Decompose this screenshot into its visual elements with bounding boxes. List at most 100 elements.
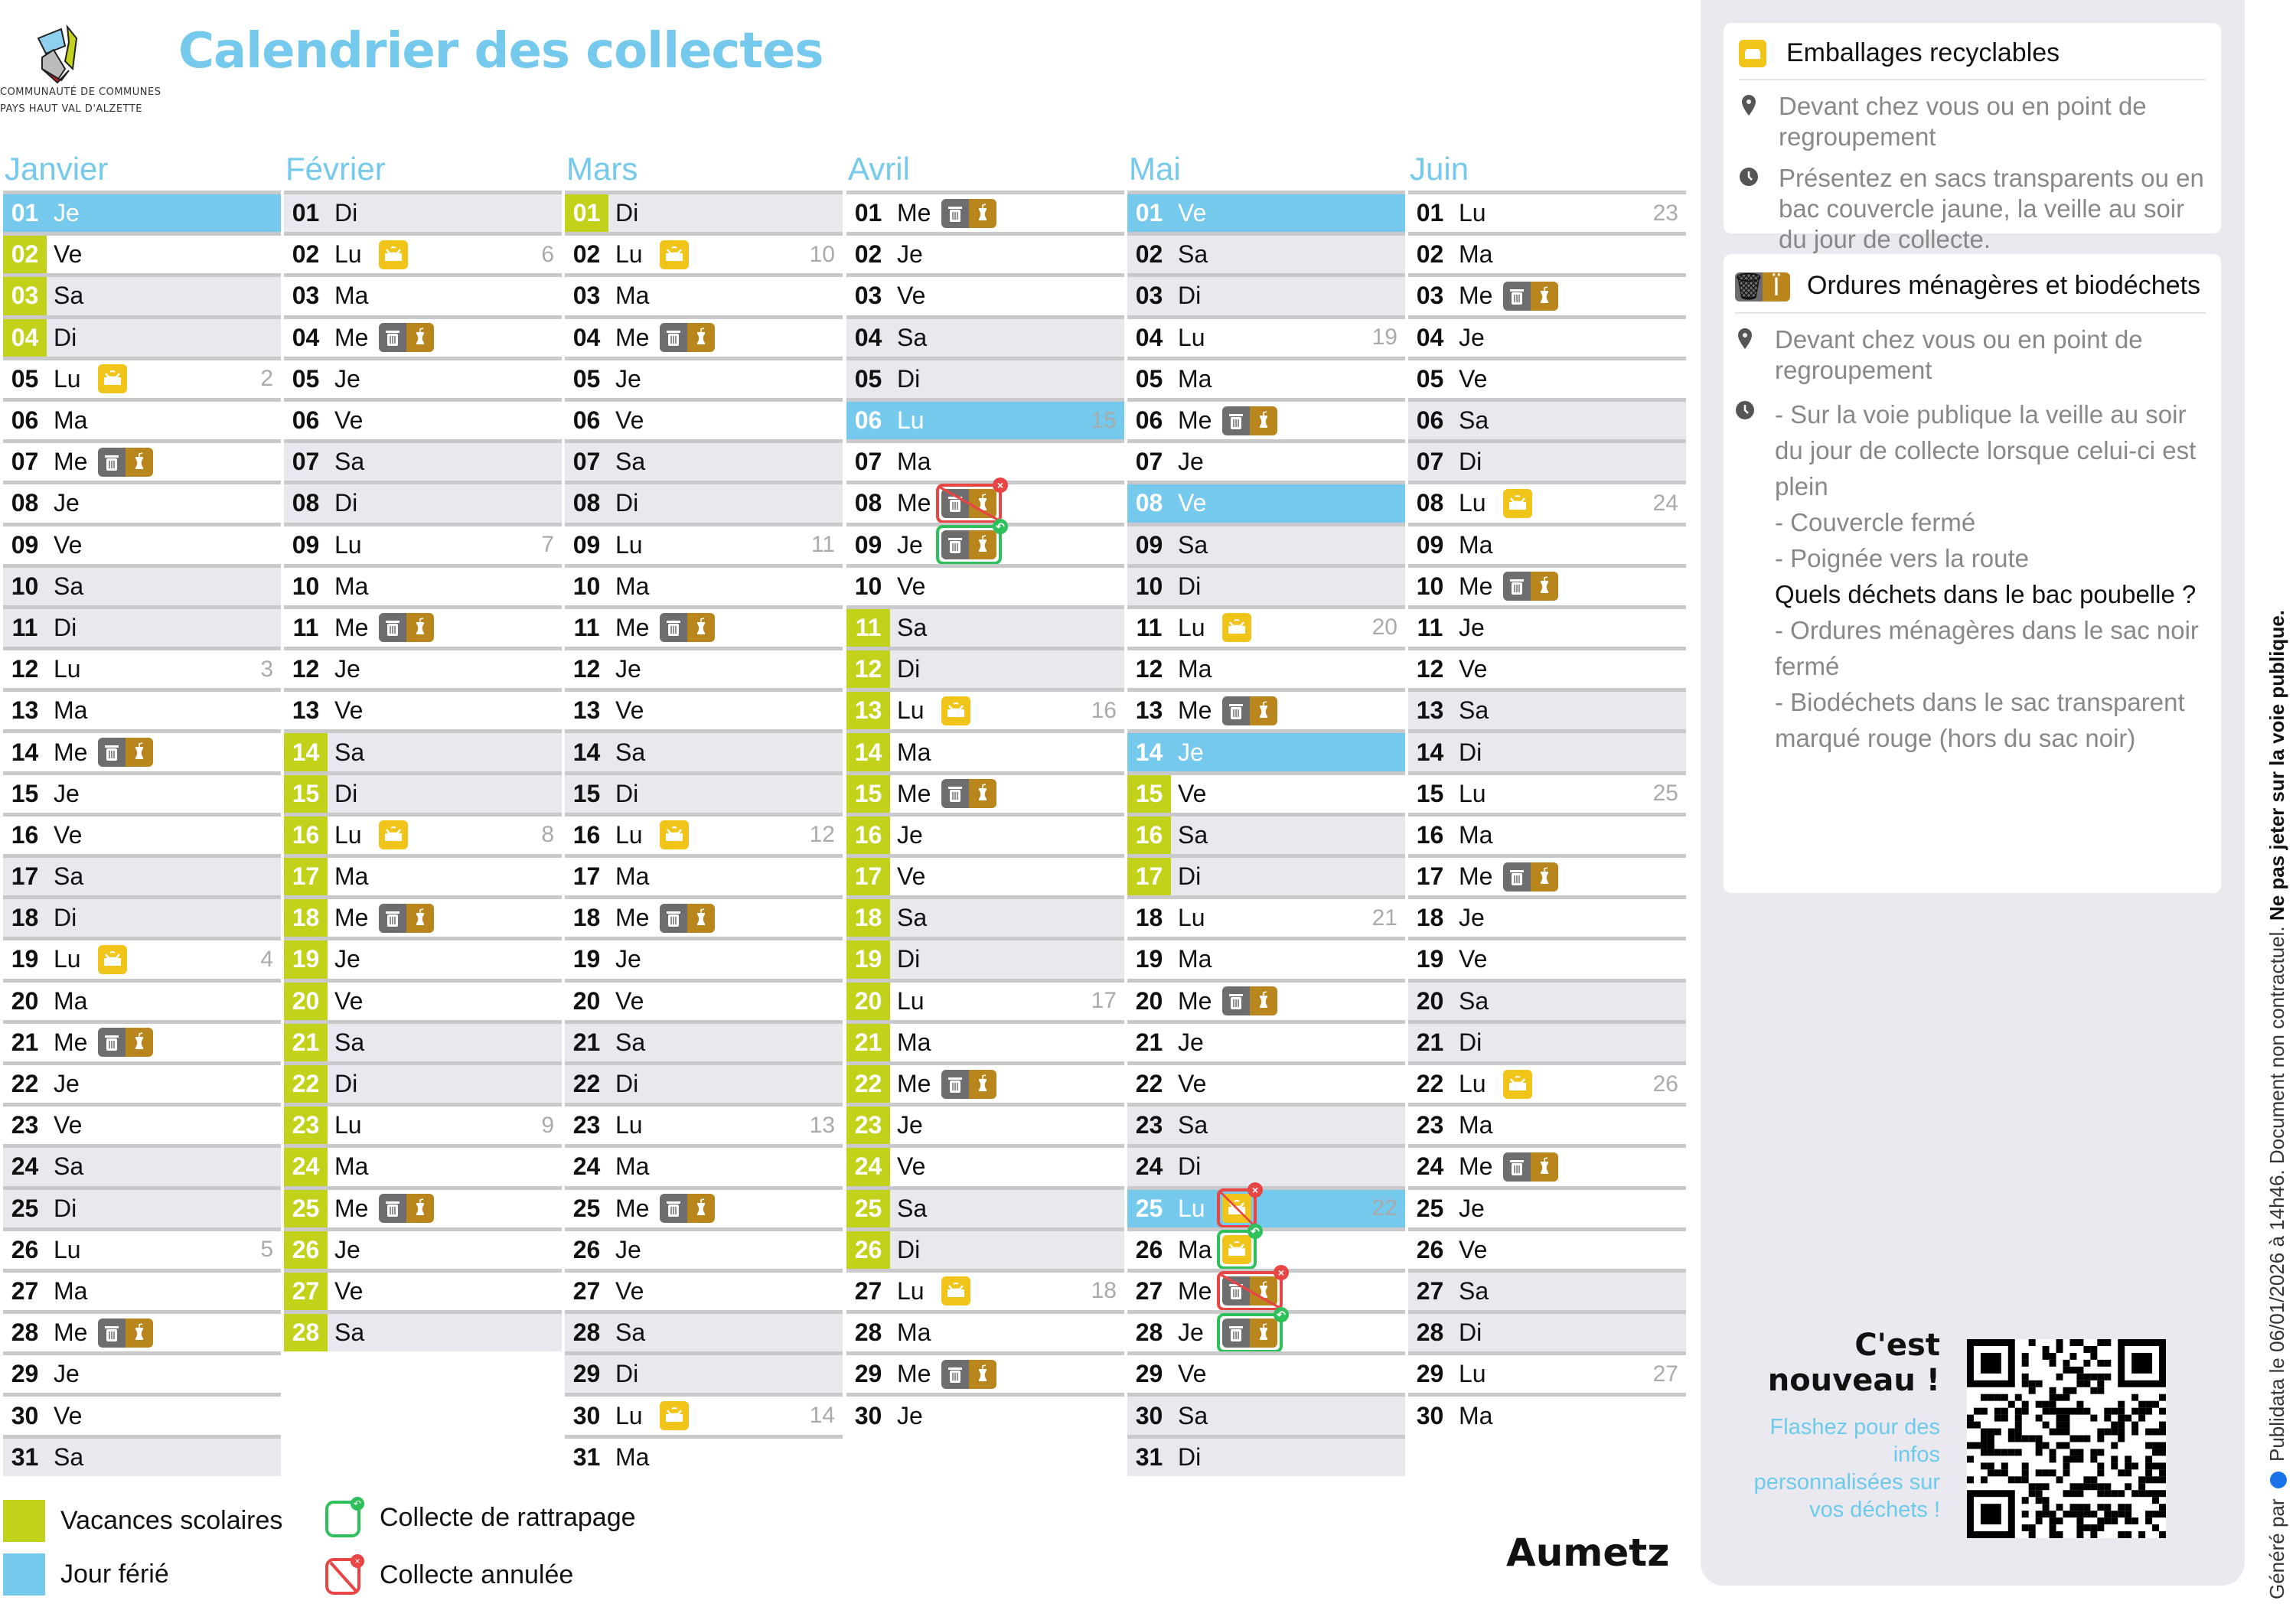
qr-module	[2063, 1414, 2070, 1422]
weekday: Ve	[54, 530, 83, 559]
qr-module	[2111, 1428, 2118, 1436]
collection-ordures-biodechets	[1498, 276, 1564, 316]
qr-module	[2063, 1490, 2070, 1498]
day-number: 18	[1135, 904, 1163, 932]
ordures-biodechets-icon	[1503, 862, 1558, 892]
emballages-icon	[941, 696, 970, 725]
qr-module	[2069, 1407, 2077, 1415]
qr-module	[2125, 1469, 2132, 1477]
qr-module	[2014, 1421, 2022, 1429]
week-number: 13	[809, 1112, 835, 1138]
weekday: Di	[1178, 282, 1202, 310]
day-number: 29	[854, 1360, 882, 1388]
qr-module	[2021, 1476, 2029, 1484]
day-row: 09 Lu 7	[284, 522, 562, 564]
qr-module	[2063, 1421, 2070, 1429]
day-row: 13 Ma	[3, 688, 281, 729]
weekday: Sa	[334, 738, 365, 766]
qr-module	[2021, 1407, 2029, 1415]
day-row: 05 Je	[565, 356, 843, 398]
day-number: 02	[1416, 240, 1444, 269]
qr-module	[2090, 1455, 2098, 1463]
day-row: 13 Sa	[1408, 688, 1686, 730]
qr-module	[2152, 1511, 2160, 1518]
day-row: 20 Sa	[1408, 978, 1686, 1020]
day-row: 25 Di	[3, 1185, 281, 1227]
weekday: Ma	[1178, 364, 1212, 393]
qr-module	[2097, 1504, 2105, 1511]
day-row: 30 Ve	[3, 1393, 281, 1434]
day-row: 26 Lu 5	[3, 1227, 281, 1269]
qr-module	[2159, 1531, 2166, 1538]
day-number: 06	[11, 406, 39, 435]
qr-code[interactable]	[1967, 1339, 2166, 1538]
location-pin-icon	[1735, 328, 1755, 351]
qr-module	[1980, 1428, 1988, 1436]
day-row: 07 Je	[1127, 439, 1405, 481]
day-number: 26	[846, 1231, 890, 1269]
weekday: Di	[54, 904, 77, 932]
day-number: 23	[846, 1107, 890, 1145]
qr-module	[2076, 1490, 2084, 1498]
day-number: 10	[292, 572, 320, 600]
day-row: 12 Je	[565, 647, 843, 688]
qr-module	[1994, 1469, 2001, 1477]
location-pin-icon	[1739, 95, 1759, 118]
qr-module	[2076, 1400, 2084, 1408]
qr-module	[2104, 1359, 2112, 1367]
qr-module	[2042, 1442, 2050, 1449]
day-row: 10 Sa	[3, 563, 281, 605]
day-row: 26 Je	[565, 1227, 843, 1269]
month-name: Avril	[848, 151, 910, 187]
day-row: 06 Ma	[3, 397, 281, 439]
qr-module	[2090, 1387, 2098, 1394]
qr-module	[2049, 1524, 2056, 1532]
weekday: Sa	[334, 448, 365, 476]
day-row: 11 Sa	[846, 605, 1124, 647]
qr-module	[2035, 1449, 2043, 1456]
day-number: 11	[1417, 613, 1443, 641]
day-row: 21 Ma	[846, 1019, 1124, 1061]
weekday: Lu	[1178, 904, 1205, 932]
weekday: Je	[1459, 613, 1485, 641]
qr-module	[2014, 1428, 2022, 1436]
collection-ordures-biodechets	[373, 1188, 439, 1228]
day-number: 27	[284, 1272, 328, 1311]
qr-module	[2007, 1476, 2015, 1484]
qr-module	[2118, 1428, 2125, 1436]
day-number: 24	[1416, 1152, 1444, 1181]
weekday: Je	[334, 945, 360, 973]
day-number: 15	[846, 774, 890, 813]
weekday: Ve	[54, 1111, 83, 1139]
collection-ordures-biodechets-annulee: ×	[936, 477, 1008, 523]
day-row: 19 Ve	[1408, 937, 1686, 978]
weekday: Lu	[1178, 323, 1205, 351]
day-row: 19 Je	[284, 937, 562, 979]
collection-ordures-biodechets	[654, 898, 720, 938]
day-number: 21	[1416, 1028, 1444, 1056]
ordures-biodechets-icon	[379, 613, 434, 643]
weekday: Ve	[1178, 779, 1207, 807]
qr-module	[2063, 1359, 2070, 1367]
weekday: Di	[54, 1194, 77, 1222]
weekday: Me	[1459, 862, 1493, 891]
collection-ordures-biodechets	[1217, 401, 1283, 441]
qr-module	[1994, 1407, 2001, 1415]
legend-annulee-label: Collecte annulée	[380, 1560, 574, 1589]
qr-module	[2042, 1407, 2050, 1415]
qr-module	[2049, 1387, 2056, 1394]
ordures-biodechets-icon	[1503, 1152, 1558, 1182]
weekday: Ma	[1459, 820, 1493, 849]
svg-text:↶: ↶	[354, 1498, 361, 1509]
qr-module	[2021, 1497, 2029, 1504]
day-row: 03 Sa	[3, 273, 281, 315]
qr-module	[2069, 1511, 2077, 1518]
day-row: 08 Di	[284, 481, 562, 523]
qr-module	[2159, 1393, 2166, 1401]
weekday: Lu	[1459, 1360, 1486, 1388]
qr-module	[2063, 1393, 2070, 1401]
qr-module	[2069, 1387, 2077, 1394]
qr-module	[2076, 1511, 2084, 1518]
weekday: Ma	[897, 1319, 931, 1347]
day-row: 28 Ma	[846, 1310, 1124, 1351]
